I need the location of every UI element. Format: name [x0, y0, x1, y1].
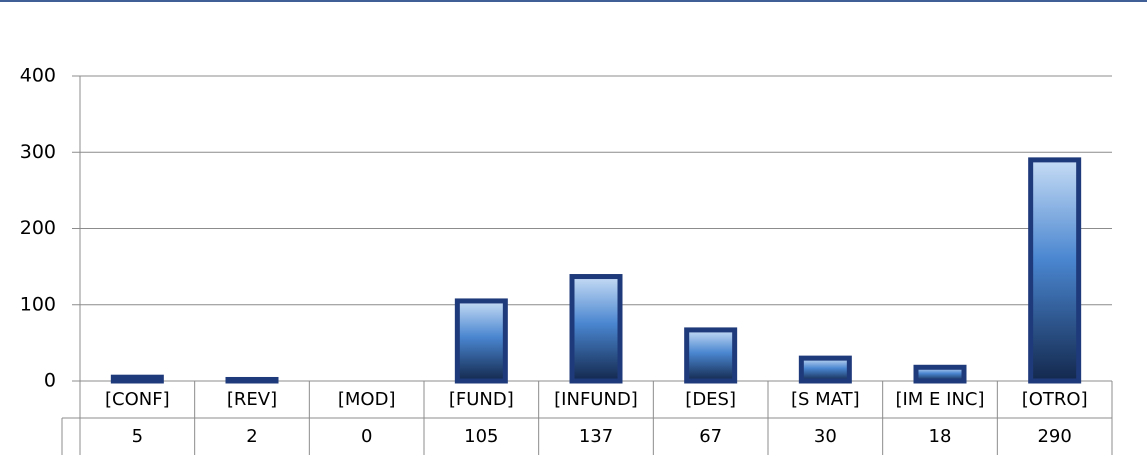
x-tick-label: [OTRO]	[1022, 389, 1088, 410]
y-tick-label: 200	[20, 217, 56, 239]
bar	[1028, 157, 1082, 384]
table-value: 290	[1037, 426, 1071, 447]
x-tick-label: [S MAT]	[791, 389, 860, 410]
x-tick-label: [REV]	[227, 389, 277, 410]
bar	[798, 355, 852, 384]
bar	[225, 376, 279, 384]
table-value: 0	[361, 426, 372, 447]
x-tick-label: [CONF]	[105, 389, 170, 410]
y-tick-label: 100	[20, 293, 56, 315]
table-value: 2	[246, 426, 257, 447]
y-tick-label: 300	[20, 141, 56, 163]
x-tick-label: [DES]	[685, 389, 736, 410]
bar	[569, 274, 623, 384]
x-tick-label: [IM E INC]	[895, 389, 984, 410]
x-tick-label: [MOD]	[338, 389, 396, 410]
bar	[454, 298, 508, 384]
table-value: 5	[132, 426, 143, 447]
bar	[913, 364, 967, 384]
table-value: 137	[579, 426, 613, 447]
table-value: 30	[814, 426, 837, 447]
y-tick-label: 0	[44, 370, 56, 392]
x-tick-label: [INFUND]	[554, 389, 638, 410]
bar	[110, 374, 164, 384]
bar	[684, 327, 738, 384]
y-tick-label: 400	[20, 65, 56, 87]
x-tick-label: [FUND]	[449, 389, 514, 410]
table-value: 105	[464, 426, 498, 447]
table-value: 67	[699, 426, 722, 447]
data-table: [CONF] 5 [REV] 2 [MOD] 0 [FUND] 105 [INFUND] 137 […	[61, 381, 1113, 455]
table-value: 18	[929, 426, 952, 447]
